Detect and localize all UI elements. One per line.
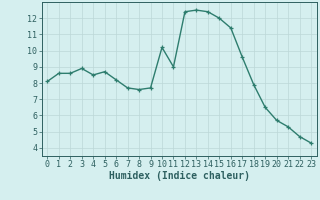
X-axis label: Humidex (Indice chaleur): Humidex (Indice chaleur) [109, 171, 250, 181]
